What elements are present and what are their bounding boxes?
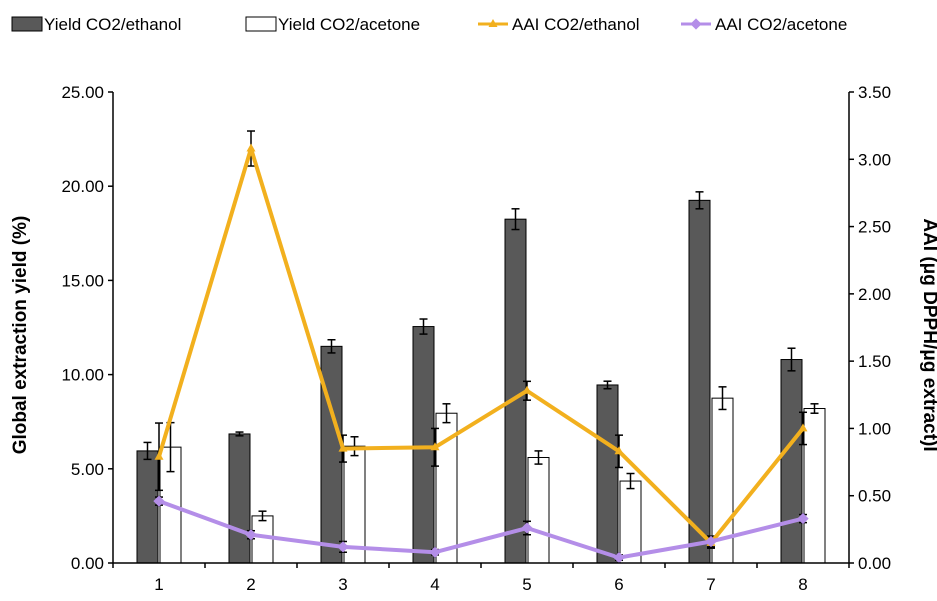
marker-aai-co2-ethanol-3 — [338, 443, 348, 452]
y-tick-label: 10.00 — [61, 366, 104, 385]
x-tick-label: 4 — [430, 575, 439, 594]
bar-group — [136, 199, 826, 564]
marker-aai-co2-ethanol-8 — [798, 423, 808, 432]
legend-marker-aai-co2-ethanol — [488, 19, 498, 27]
y2-tick-label: 1.00 — [858, 419, 891, 438]
marker-aai-co2-acetone-6 — [613, 551, 625, 564]
line-aai-co2-ethanol — [157, 146, 805, 545]
legend-swatch-yield-co2-ethanol — [11, 16, 43, 32]
x-tick-label: 5 — [522, 575, 531, 594]
bar-yield-co2-acetone-8 — [803, 408, 826, 564]
x-tick-label: 1 — [154, 575, 163, 594]
marker-aai-co2-acetone-4 — [429, 546, 441, 558]
line-aai-co2-acetone — [158, 499, 804, 560]
legend-label-yield-co2-ethanol: Yield CO2/ethanol — [44, 15, 181, 34]
y2-tick-label: 3.50 — [858, 83, 891, 102]
bar-yield-co2-ethanol-6 — [596, 384, 619, 564]
bar-yield-co2-ethanol-1 — [136, 450, 159, 564]
y-tick-label: 5.00 — [71, 460, 104, 479]
legend-label-aai-co2-ethanol: AAI CO2/ethanol — [512, 15, 640, 34]
marker-aai-co2-ethanol-1 — [154, 451, 164, 460]
bar-yield-co2-acetone-5 — [527, 456, 550, 564]
marker-aai-co2-acetone-1 — [153, 495, 165, 507]
y2-axis-title: AAI (μg DPPH/μg extract)I — [919, 218, 937, 451]
marker-aai-co2-ethanol-6 — [614, 446, 624, 455]
bar-yield-co2-ethanol-2 — [228, 433, 251, 564]
marker-aai-co2-acetone-2 — [245, 529, 257, 541]
legend-swatch-yield-co2-acetone — [245, 16, 277, 32]
x-tick-label: 7 — [706, 575, 715, 594]
legend-marker-aai-co2-acetone — [690, 18, 702, 30]
marker-aai-co2-ethanol-4 — [430, 442, 440, 451]
line-group — [153, 143, 809, 564]
marker-aai-co2-acetone-5 — [521, 522, 533, 534]
marker-aai-co2-acetone-3 — [337, 541, 349, 553]
bar-yield-co2-ethanol-4 — [412, 326, 435, 564]
y-tick-label: 0.00 — [71, 554, 104, 573]
x-tick-label: 8 — [798, 575, 807, 594]
legend-label-aai-co2-acetone: AAI CO2/acetone — [715, 15, 847, 34]
bar-yield-co2-ethanol-8 — [780, 359, 803, 564]
marker-aai-co2-ethanol-2 — [246, 143, 256, 152]
legend-label-yield-co2-acetone: Yield CO2/acetone — [278, 15, 420, 34]
y2-tick-label: 0.00 — [858, 554, 891, 573]
x-tick-label: 6 — [614, 575, 623, 594]
marker-aai-co2-acetone-8 — [797, 512, 809, 525]
marker-aai-co2-acetone-7 — [705, 535, 717, 548]
bar-yield-co2-acetone-2 — [251, 515, 274, 564]
marker-aai-co2-ethanol-5 — [522, 385, 532, 394]
bar-yield-co2-ethanol-3 — [320, 345, 343, 564]
legend: Yield CO2/ethanol Yield CO2/acetone AAI CO… — [11, 15, 847, 34]
bar-yield-co2-acetone-6 — [619, 480, 642, 564]
bar-yield-co2-ethanol-7 — [688, 199, 711, 564]
y2-tick-label: 2.50 — [858, 218, 891, 237]
x-tick-label: 3 — [338, 575, 347, 594]
y2-tick-label: 0.50 — [858, 487, 891, 506]
y-axis-title: Global extraction yield (%) — [10, 216, 31, 455]
y-tick-label: 20.00 — [61, 177, 104, 196]
y-tick-label: 15.00 — [61, 271, 104, 290]
y2-tick-label: 2.00 — [858, 285, 891, 304]
y2-tick-label: 3.00 — [858, 150, 891, 169]
x-tick-label: 2 — [246, 575, 255, 594]
y2-tick-label: 1.50 — [858, 352, 891, 371]
y-tick-label: 25.00 — [61, 83, 104, 102]
axes: 0.00 5.00 10.00 15.00 20.00 25.00 0.00 0.50 1.00… — [61, 83, 891, 594]
